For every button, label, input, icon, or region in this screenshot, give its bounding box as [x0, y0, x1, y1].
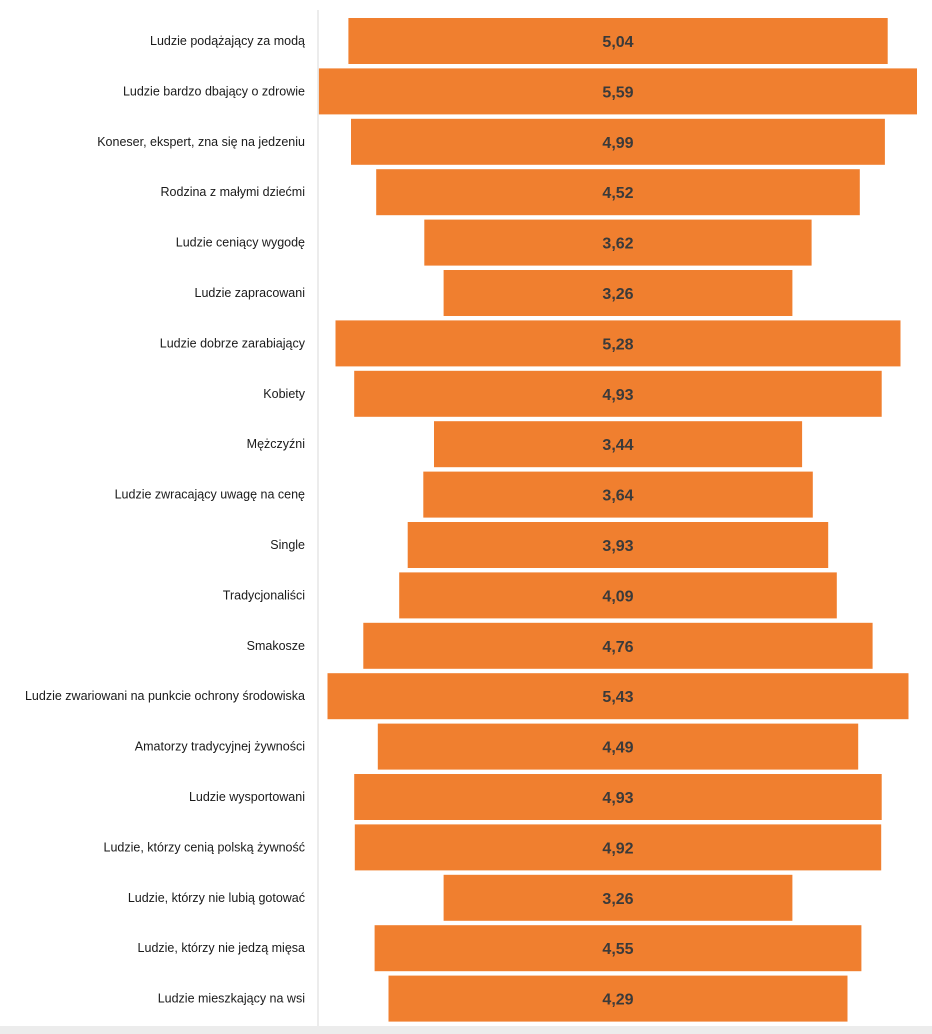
bar — [388, 975, 848, 1022]
category-label: Ludzie bardzo dbający o zdrowie — [123, 84, 305, 98]
category-label: Ludzie, którzy nie lubią gotować — [128, 891, 305, 905]
category-label: Single — [270, 538, 305, 552]
value-labels: 5,04 5,59 4,99 4,52 3,62 3,26 5,28 4,93 3,44 3,64… — [602, 34, 633, 1009]
category-label: Ludzie zwariowani na punkcie ochrony śro… — [25, 689, 305, 703]
bar-value-label: 3,64 — [602, 488, 633, 505]
category-label: Ludzie mieszkający na wsi — [158, 992, 305, 1006]
bar-value-label: 3,26 — [602, 286, 633, 303]
bar — [443, 270, 793, 316]
bar-value-label: 5,43 — [602, 689, 633, 706]
category-label: Smakosze — [247, 639, 305, 653]
category-label: Ludzie zwracający uwagę na cenę — [115, 488, 305, 502]
bar — [351, 118, 885, 165]
category-label: Ludzie podążający za modą — [150, 34, 305, 48]
bar — [424, 219, 812, 266]
category-labels: Ludzie podążający za modą Ludzie bardzo d… — [25, 34, 306, 1006]
bar — [376, 169, 860, 216]
bar — [377, 723, 859, 770]
bar — [434, 421, 803, 468]
category-label: Kobiety — [263, 387, 305, 401]
bar-value-label: 4,09 — [602, 588, 633, 605]
bar — [354, 774, 882, 820]
bar-value-label: 4,52 — [602, 185, 633, 202]
bar-value-label: 4,49 — [602, 740, 633, 757]
bar-value-label: 4,76 — [602, 639, 633, 656]
bar-value-label: 5,04 — [602, 34, 633, 51]
bar — [374, 925, 862, 972]
category-label: Ludzie wysportowani — [189, 790, 305, 804]
category-label: Koneser, ekspert, zna się na jedzeniu — [97, 135, 305, 149]
bar — [335, 320, 901, 367]
bar — [363, 622, 873, 669]
bar — [399, 572, 837, 619]
bar — [407, 522, 829, 568]
bar — [318, 68, 917, 115]
bar — [443, 874, 793, 921]
category-label: Ludzie zapracowani — [195, 286, 306, 300]
category-label: Amatorzy tradycyjnej żywności — [135, 740, 305, 754]
category-label: Ludzie ceniący wygodę — [176, 236, 305, 250]
bar-value-label: 4,92 — [602, 840, 633, 857]
bar-value-label: 3,44 — [602, 437, 633, 454]
category-label: Tradycjonaliści — [223, 588, 305, 602]
bar-value-label: 4,93 — [602, 790, 633, 807]
category-label: Rodzina z małymi dziećmi — [161, 185, 305, 199]
category-label: Ludzie, którzy nie jedzą mięsa — [138, 941, 305, 955]
bar — [354, 370, 882, 417]
bar-value-label: 4,29 — [602, 992, 633, 1009]
bar-value-label: 3,93 — [602, 538, 633, 555]
bars — [318, 18, 917, 1022]
bar-value-label: 3,62 — [602, 236, 633, 253]
bar — [348, 18, 888, 64]
bar — [354, 824, 882, 871]
bar-value-label: 3,26 — [602, 891, 633, 908]
bar-value-label: 5,28 — [602, 336, 633, 353]
category-label: Ludzie, którzy cenią polską żywność — [104, 840, 305, 854]
category-label: Ludzie dobrze zarabiający — [160, 336, 306, 350]
bar-value-label: 4,93 — [602, 387, 633, 404]
bar — [423, 471, 813, 518]
category-label: Mężczyźni — [247, 437, 305, 451]
bar-value-label: 4,55 — [602, 941, 633, 958]
bar — [327, 673, 909, 720]
bottom-strip — [0, 1026, 932, 1034]
bar-value-label: 4,99 — [602, 135, 633, 152]
bar-value-label: 5,59 — [602, 84, 633, 101]
